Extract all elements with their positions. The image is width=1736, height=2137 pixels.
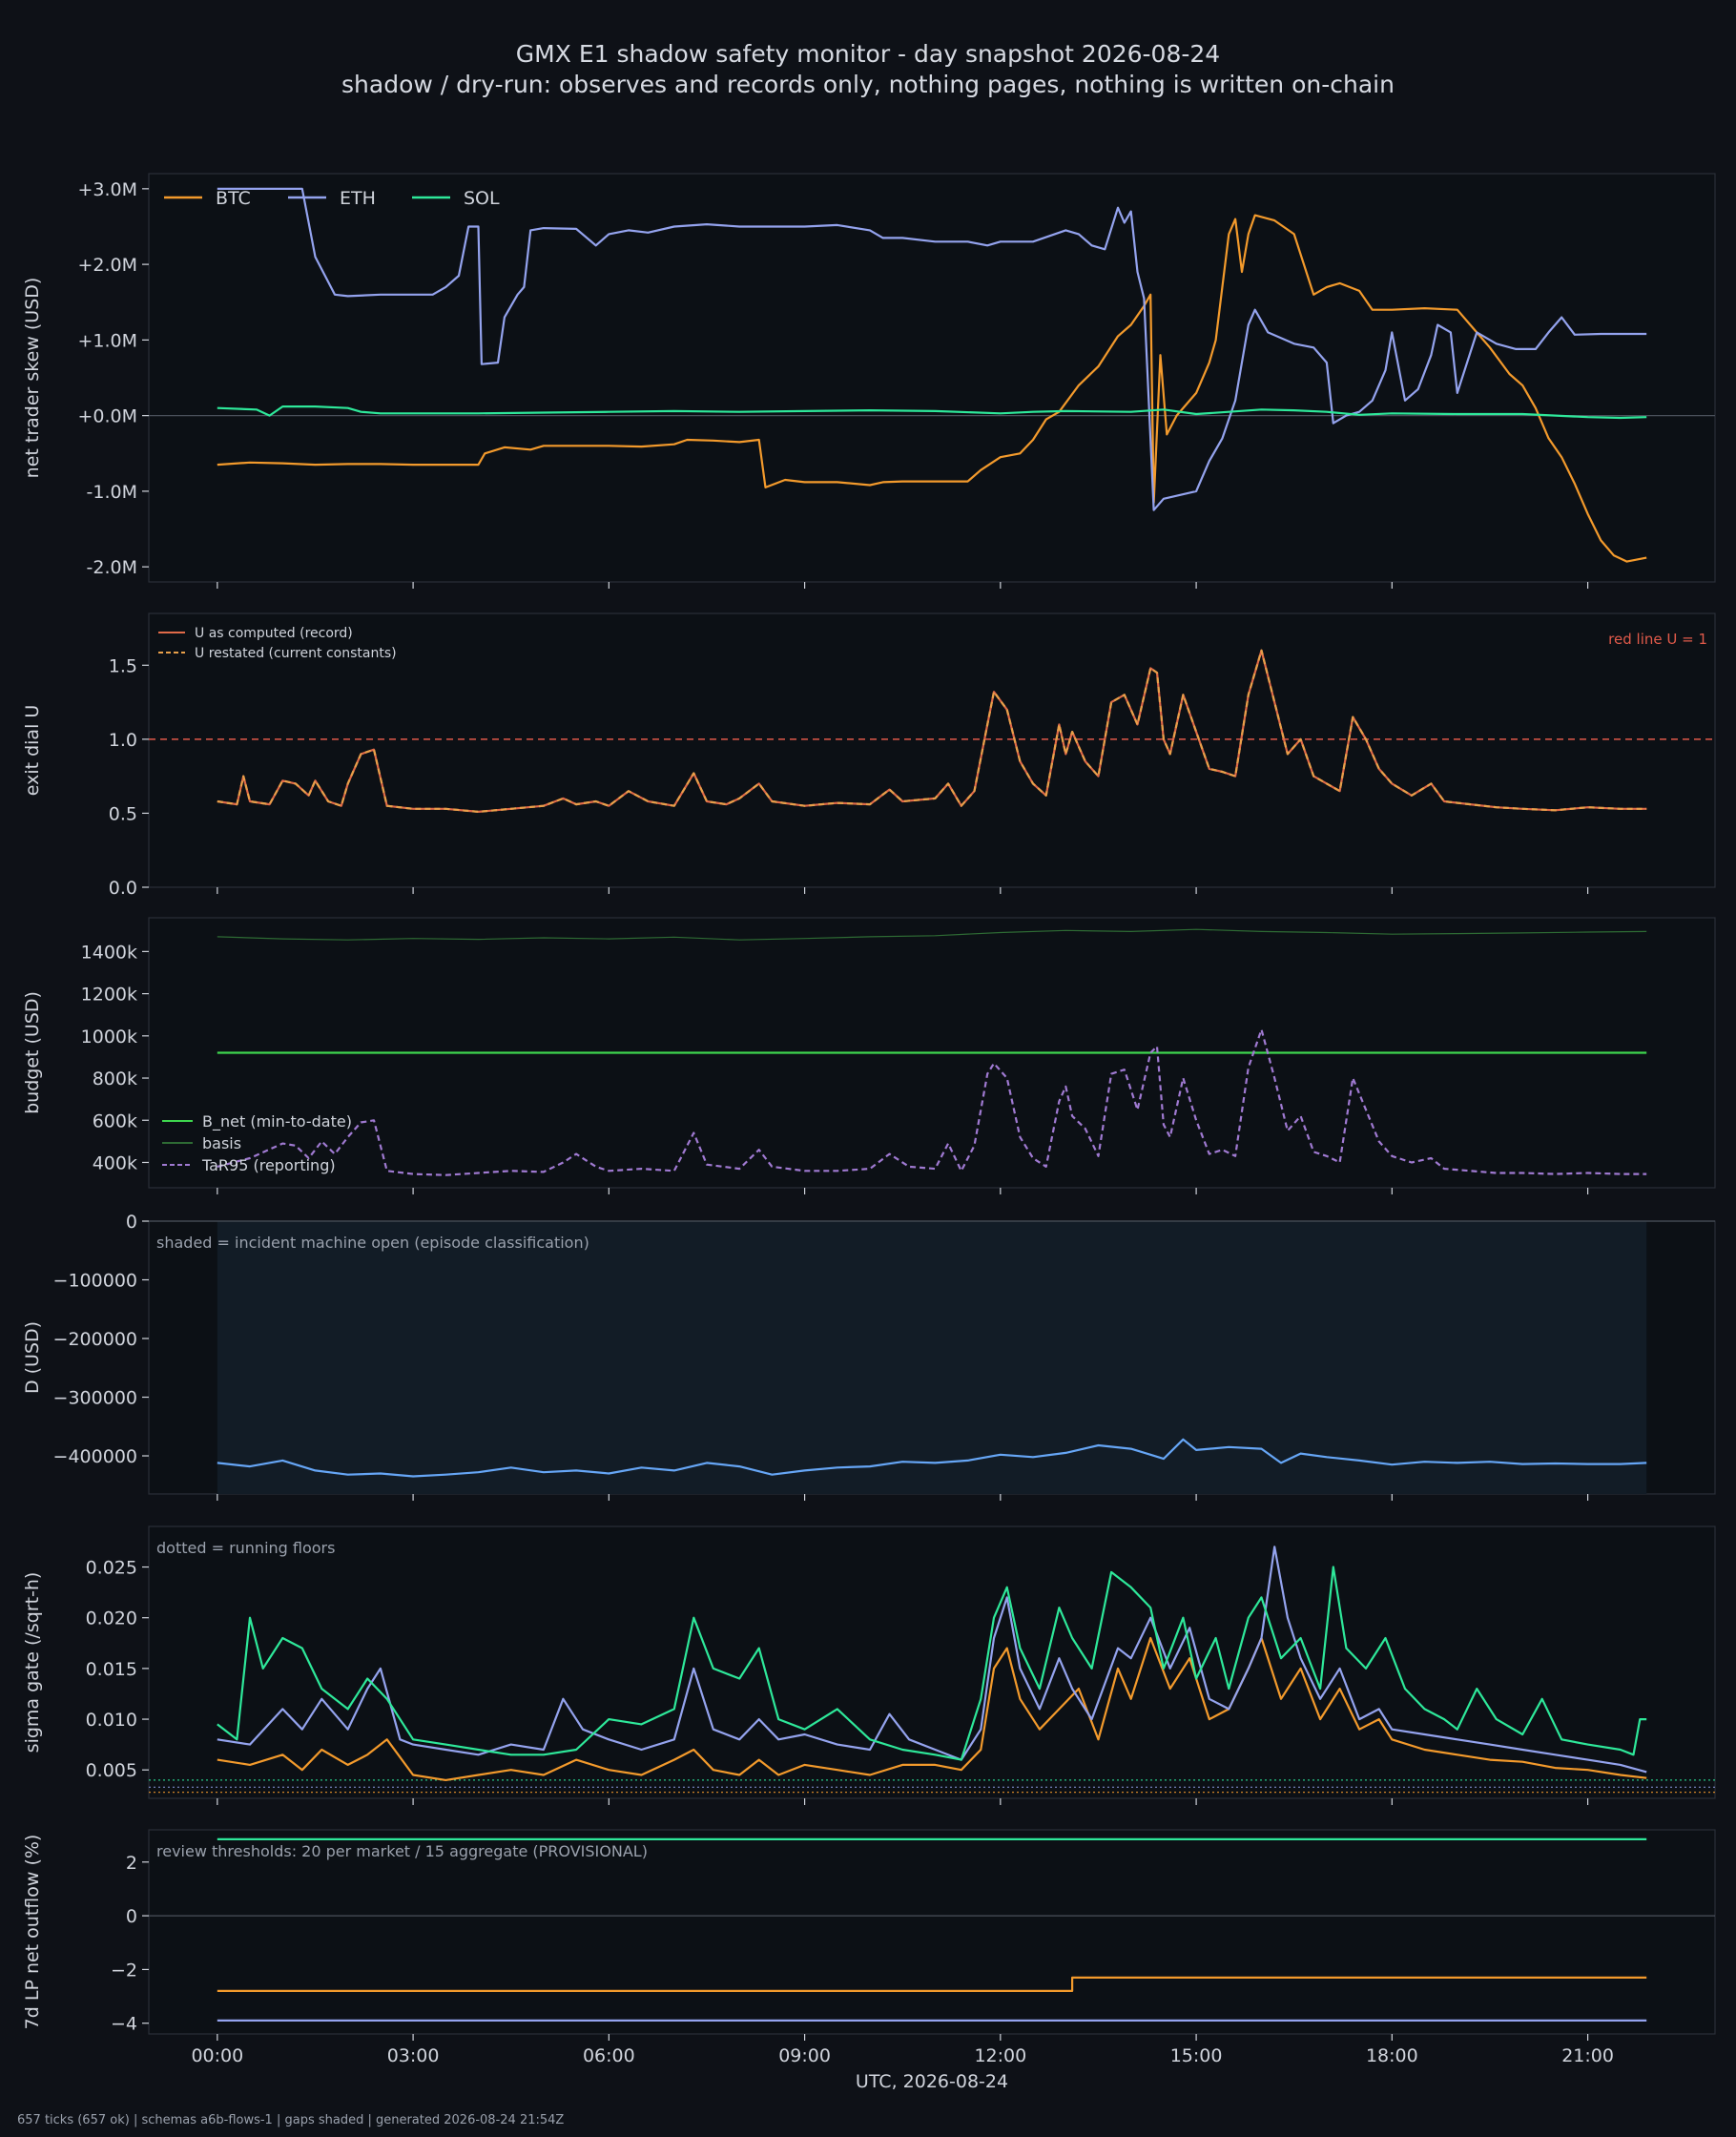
legend-label: ETH	[340, 188, 376, 209]
y-tick-label: 0.025	[86, 1558, 137, 1579]
series-line-eth	[217, 1546, 1647, 1774]
y-tick-label: 1200k	[81, 985, 137, 1006]
series-line-basis	[217, 928, 1647, 941]
y-axis-label: budget (USD)	[22, 991, 43, 1114]
y-tick-label: 1000k	[81, 1027, 137, 1048]
series-group	[217, 928, 1647, 1176]
y-tick-label: −100000	[53, 1271, 137, 1292]
y-axis-label: D (USD)	[22, 1321, 43, 1394]
series-line-d_line	[217, 1438, 1647, 1478]
panel-annotation: dotted = running floors	[156, 1539, 335, 1557]
y-tick-label: 600k	[93, 1110, 137, 1131]
series-line-sol	[217, 1566, 1647, 1761]
x-tick-label: 09:00	[778, 2045, 831, 2066]
chart-panel-2: 0.0 0.5 1.0 1.5 exit dial U red line U = 1 U a…	[22, 612, 1716, 899]
chart-panel-6: 2 0 −2 −4 7d LP net outflow (%) review thresh…	[22, 1829, 1716, 2041]
y-tick-label: 400k	[93, 1152, 137, 1173]
y-axis-label: net trader skew (USD)	[22, 278, 43, 479]
y-axis-label: exit dial U	[22, 705, 43, 797]
y-tick-label: -2.0M	[87, 557, 137, 578]
incident-shade	[217, 1221, 1647, 1494]
x-tick-label: 15:00	[1170, 2045, 1223, 2066]
y-tick-label: −300000	[53, 1388, 137, 1409]
y-tick-label: 2	[126, 1853, 137, 1874]
plot-area	[148, 173, 1716, 583]
x-tick-label: 18:00	[1366, 2045, 1418, 2066]
y-tick-label: -1.0M	[87, 482, 137, 503]
legend-label: B_net (min-to-date)	[202, 1112, 352, 1131]
y-tick-label: 1.0	[109, 730, 137, 751]
y-tick-label: 1.5	[109, 655, 137, 676]
y-tick-label: −4	[111, 2014, 137, 2035]
x-tick-label: 06:00	[583, 2045, 635, 2066]
y-tick-label: 0.0	[109, 878, 137, 899]
footer-status: 657 ticks (657 ok) | schemas a6b-flows-1…	[17, 2113, 565, 2127]
y-tick-label: 0.5	[109, 803, 137, 824]
chart-panel-1: +3.0M +2.0M +1.0M +0.0M -1.0M -2.0M net trader…	[22, 173, 1716, 589]
x-tick-label: 03:00	[387, 2045, 440, 2066]
y-tick-label: +1.0M	[77, 330, 137, 351]
y-tick-label: 800k	[93, 1068, 137, 1089]
x-tick-label: 00:00	[191, 2045, 243, 2066]
y-tick-label: 1400k	[81, 942, 137, 963]
y-tick-label: 0.005	[86, 1760, 137, 1781]
y-tick-label: −200000	[53, 1329, 137, 1350]
legend-label: SOL	[464, 188, 500, 209]
chart-panel-3: 400k 600k 800k 1000k 1200k 1400k budget (USD) B…	[22, 917, 1716, 1194]
chart-title: GMX E1 shadow safety monitor - day snaps…	[515, 40, 1221, 68]
chart-panel-4: 0 −100000 −200000 −300000 −400000 D (USD) shad…	[22, 1212, 1716, 1501]
plot-area	[148, 1829, 1716, 2035]
y-tick-label: 0	[126, 1906, 137, 1927]
legend-label: TaR95 (reporting)	[201, 1156, 336, 1174]
series-line-btc	[217, 1976, 1647, 1992]
red-line-note: red line U = 1	[1608, 631, 1707, 648]
series-group	[217, 1546, 1647, 1782]
y-tick-label: 0	[126, 1212, 137, 1233]
series-group	[217, 649, 1647, 814]
series-line-btc	[217, 214, 1647, 563]
x-tick-label: 12:00	[974, 2045, 1026, 2066]
legend-label: U restated (current constants)	[195, 646, 397, 661]
y-tick-label: 0.010	[86, 1710, 137, 1731]
series-line-eth	[217, 187, 1647, 511]
x-axis-label: UTC, 2026-08-24	[856, 2071, 1008, 2092]
y-tick-label: +3.0M	[77, 179, 137, 200]
legend-label: basis	[202, 1134, 241, 1152]
series-group	[217, 1438, 1647, 1478]
series-group	[217, 187, 1647, 563]
y-tick-label: +2.0M	[77, 255, 137, 276]
y-tick-label: −400000	[53, 1446, 137, 1467]
y-tick-label: 0.015	[86, 1659, 137, 1680]
panel-annotation: review thresholds: 20 per market / 15 ag…	[156, 1842, 648, 1860]
legend-label: U as computed (record)	[195, 626, 353, 641]
series-line-sol	[217, 405, 1647, 420]
chart-panel-5: 0.005 0.010 0.015 0.020 0.025 sigma gate (/sq…	[22, 1525, 1716, 1805]
x-tick-label: 21:00	[1561, 2045, 1614, 2066]
legend-label: BTC	[216, 188, 251, 209]
plot-area	[148, 612, 1716, 888]
plot-area	[148, 1525, 1716, 1799]
y-axis-label: sigma gate (/sqrt-h)	[22, 1572, 43, 1753]
y-axis-label: 7d LP net outflow (%)	[22, 1835, 43, 2030]
chart-subtitle: shadow / dry-run: observes and records o…	[341, 71, 1395, 98]
panel-annotation: shaded = incident machine open (episode …	[156, 1234, 589, 1252]
series-group	[217, 1837, 1647, 2022]
y-tick-label: −2	[111, 1960, 137, 1981]
series-line-u	[217, 649, 1647, 814]
series-line-btc	[217, 1636, 1647, 1782]
y-tick-label: +0.0M	[77, 406, 137, 427]
y-tick-label: 0.020	[86, 1608, 137, 1629]
